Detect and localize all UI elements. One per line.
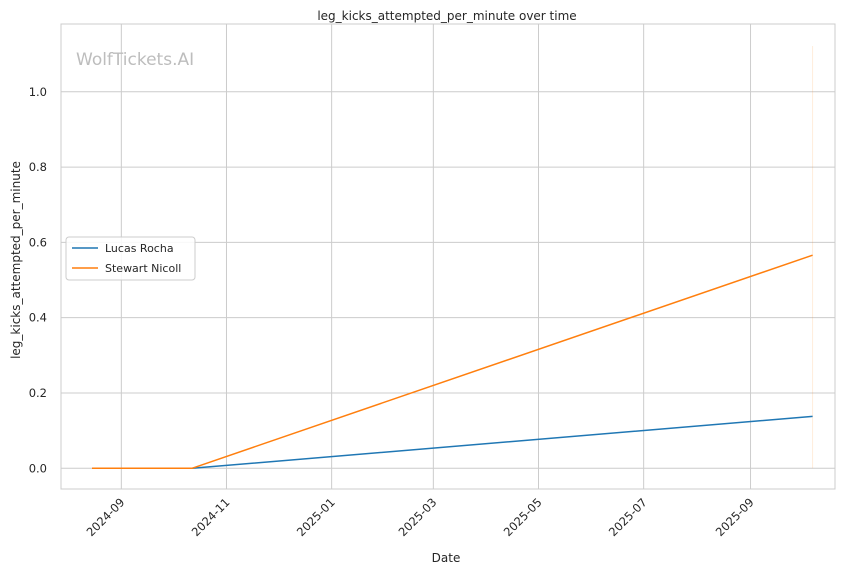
y-axis-title: leg_kicks_attempted_per_minute	[9, 161, 23, 359]
series-line-stewart-nicoll	[92, 254, 813, 470]
y-tick-label: 0.8	[29, 160, 47, 174]
chart-title: leg_kicks_attempted_per_minute over time	[317, 9, 576, 23]
legend: Lucas Rocha Stewart Nicoll	[65, 236, 196, 281]
y-tick-label: 0.6	[29, 235, 47, 249]
y-tick-label: 0.4	[29, 311, 47, 325]
legend-label-stewart-nicoll: Stewart Nicoll	[105, 262, 181, 275]
legend-box	[65, 236, 196, 281]
legend-label-lucas-rocha: Lucas Rocha	[105, 242, 174, 255]
series-lines	[92, 254, 813, 470]
y-tick-label: 1.0	[29, 85, 47, 99]
y-tick-label: 0.0	[29, 461, 47, 475]
y-tick-label: 0.2	[29, 386, 47, 400]
x-axis-title: Date	[432, 551, 461, 565]
y-axis-ticks: 0.0 0.2 0.4 0.6 0.8 1.0	[29, 85, 47, 476]
watermark-text: WolfTickets.AI	[76, 50, 194, 70]
plot-frame	[60, 23, 836, 490]
